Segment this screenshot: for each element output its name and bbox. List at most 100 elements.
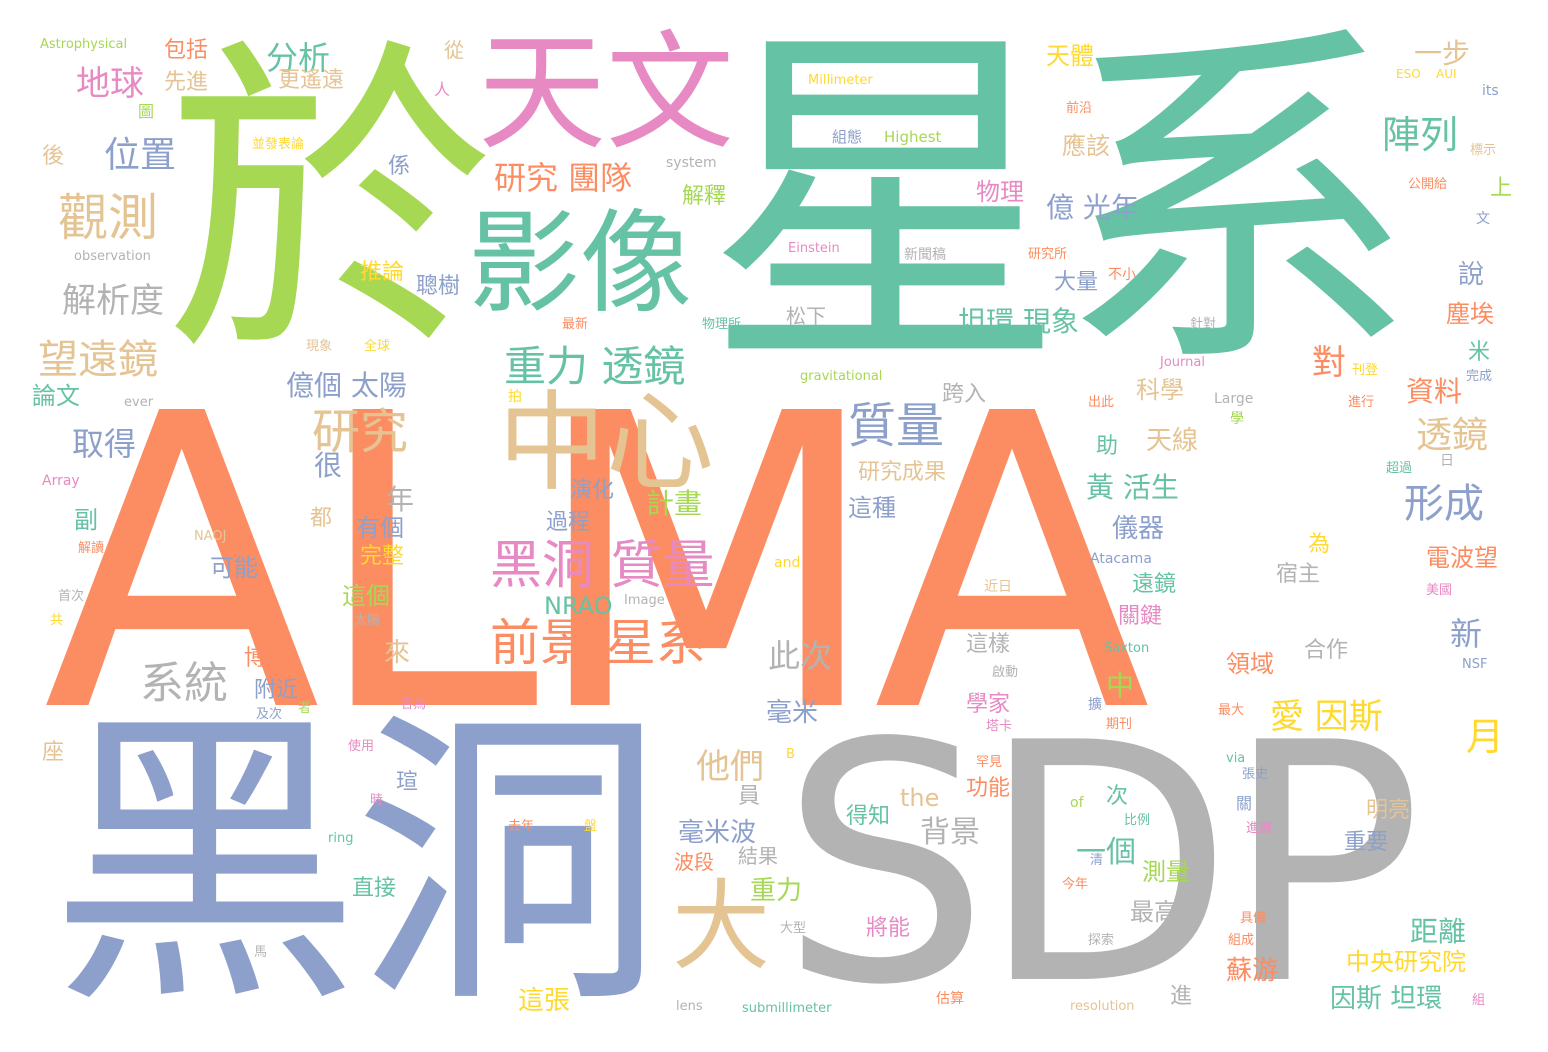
word: 博士 — [244, 646, 289, 671]
word: 分析 — [266, 39, 331, 77]
word: 重力 — [750, 876, 803, 906]
word: 最高 — [1130, 898, 1178, 926]
word: 擴 — [1088, 697, 1102, 713]
word: 一個 — [1076, 835, 1136, 870]
word: 超過 — [1386, 461, 1413, 476]
word: 功能 — [966, 776, 1011, 801]
word: 億個 太陽 — [286, 369, 407, 402]
word: 重要 — [1344, 830, 1389, 855]
word: 蘇游 — [1226, 956, 1279, 986]
word: 組成 — [1228, 933, 1255, 948]
word: 這種 — [848, 494, 896, 522]
word: 拍 — [508, 389, 522, 405]
word: 對 — [1312, 343, 1346, 383]
word: gravitational — [800, 369, 883, 384]
word: 出此 — [1088, 395, 1115, 410]
word: 一步 — [1414, 37, 1471, 70]
word: 瑄 — [396, 770, 419, 795]
word: 儀器 — [1112, 514, 1165, 544]
word: 首次 — [58, 589, 85, 604]
word: 前沿 — [1066, 101, 1093, 116]
word: AUI — [1436, 67, 1457, 81]
word: 這個 — [342, 582, 390, 610]
word: 啟動 — [992, 665, 1019, 680]
word: 近日 — [984, 579, 1012, 595]
word: 進展 — [1246, 821, 1273, 836]
word: 估算 — [936, 991, 964, 1007]
word: 松下 — [786, 304, 826, 328]
word: 大 — [672, 870, 771, 984]
word: 愛 因斯 — [1270, 697, 1383, 737]
word: 大型 — [780, 921, 807, 936]
word: 黃 活生 — [1086, 471, 1179, 504]
word: 波段 — [674, 850, 714, 874]
word: 距離 — [1410, 915, 1467, 948]
word: 日 — [1440, 453, 1454, 469]
word: 具備 — [1240, 911, 1267, 926]
word: 進 — [1170, 984, 1193, 1009]
word: 馬 — [254, 945, 268, 960]
word: 為 — [1308, 532, 1331, 557]
word: 物理 — [976, 178, 1024, 206]
word: 過程 — [546, 510, 591, 535]
word: 直接 — [352, 876, 397, 901]
word: and — [774, 555, 801, 571]
word: 結果 — [738, 844, 778, 868]
word: 係 — [388, 154, 411, 179]
word: 包括 — [164, 38, 209, 63]
word: 此次 — [768, 637, 833, 675]
word: 年 — [386, 483, 415, 516]
word: 研究 團隊 — [494, 159, 633, 197]
word: SDP — [780, 673, 1423, 1052]
word: B — [786, 747, 795, 762]
word: 坦環 現象 — [958, 305, 1079, 338]
word: 新 — [1450, 615, 1483, 653]
word: 重力 透鏡 — [504, 342, 686, 391]
word: 不小 — [1108, 267, 1136, 283]
word: 附近 — [254, 678, 299, 703]
word: 電波望 — [1426, 544, 1498, 572]
word: 中心 — [498, 381, 715, 506]
word: 罕見 — [976, 755, 1003, 770]
word: 從 — [444, 38, 464, 62]
word: Array — [42, 473, 80, 489]
word: 內 — [982, 602, 1006, 630]
word: 宿主 — [1276, 562, 1321, 587]
word: system — [666, 155, 717, 171]
word: 研究 — [312, 404, 409, 460]
word: lens — [676, 999, 703, 1014]
word: 研究所 — [1028, 247, 1068, 262]
word: 中央研究院 — [1346, 948, 1466, 976]
word: 透鏡 — [1416, 415, 1489, 456]
word: 美國 — [1426, 583, 1453, 598]
word: 更遙遠 — [278, 68, 345, 93]
word: 上 — [1490, 176, 1513, 201]
word: 於 — [165, 13, 495, 397]
word: Large — [1214, 391, 1254, 407]
word: 關鍵 — [1118, 604, 1163, 629]
word: 天文 — [478, 19, 735, 168]
word: Millimeter — [808, 73, 873, 88]
word: 他們 — [696, 747, 764, 787]
word: 背景 — [920, 815, 980, 850]
word: 毫米波 — [678, 818, 757, 848]
word: NRAO — [544, 592, 613, 620]
word: 應該 — [1062, 132, 1110, 160]
word: 取得 — [72, 425, 137, 463]
word: 月 — [1466, 715, 1505, 759]
word: 得知 — [846, 804, 891, 829]
word: 有個 — [356, 514, 404, 542]
word: ALMA — [43, 328, 1151, 801]
word: 圖 — [138, 102, 155, 121]
word: 億 光年 — [1046, 191, 1139, 224]
word: 先進 — [164, 70, 209, 95]
word: 張史 — [1242, 767, 1269, 782]
word: 者 — [298, 701, 312, 716]
word: 公開給 — [1408, 177, 1448, 192]
word: 來 — [384, 638, 411, 668]
word: 全球 — [364, 339, 391, 354]
word: 前景 星系 — [490, 614, 706, 672]
word: 解讀 — [78, 541, 105, 556]
word: 最新 — [562, 317, 589, 332]
